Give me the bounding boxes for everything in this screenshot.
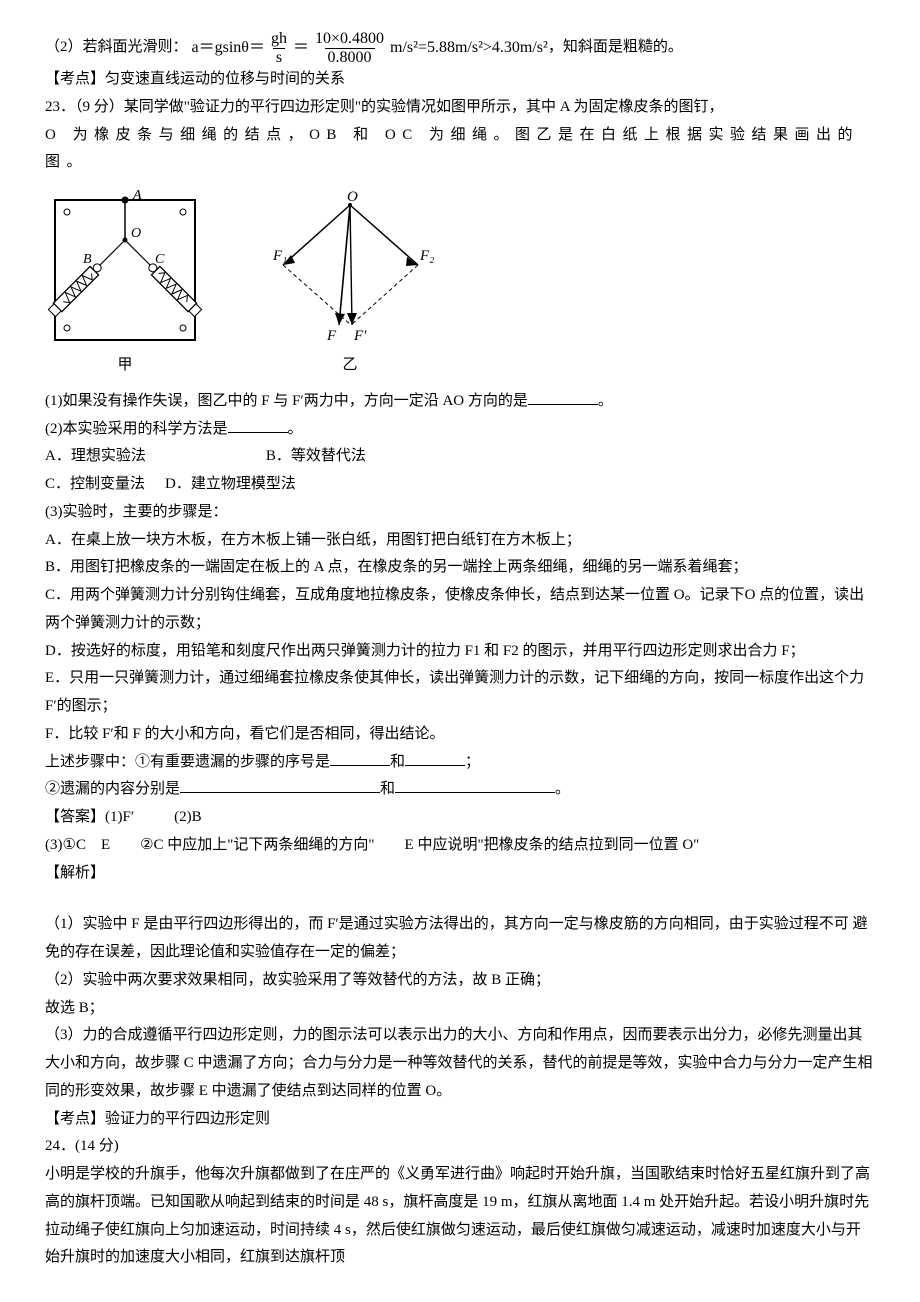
opt-A: A．理想实验法 <box>45 448 146 464</box>
step-msg-2: ②遗漏的内容分别是 和 。 <box>45 776 875 804</box>
answer-line-2: (3)①C E ②C 中应加上"记下两条细绳的方向" E 中应说明"把橡皮条的结… <box>45 832 875 860</box>
fig2-F2: F₂ <box>419 248 434 264</box>
formula-expr: a＝gsinθ＝ gh s ＝ 10×0.4800 0.8000 m/s²=5.… <box>192 30 548 66</box>
kaodian-1: 【考点】匀变速直线运动的位移与时间的关系 <box>45 66 875 94</box>
q23-3: (3)实验时，主要的步骤是： <box>45 499 875 527</box>
explain-label: 【解析】 <box>45 860 875 888</box>
q23-1-tail: 。 <box>598 393 613 409</box>
fig1-O: O <box>131 226 141 241</box>
figure-1-svg: A O B C <box>45 185 205 350</box>
q23-2-text: (2)本实验采用的科学方法是 <box>45 421 228 437</box>
ans-1: (1)F′ <box>105 809 134 825</box>
figures-row: A O B C 甲 O <box>45 185 875 380</box>
exp-4: （3）力的合成遵循平行四边形定则，力的图示法可以表示出力的大小、方向和作用点，因… <box>45 1022 875 1105</box>
step-A: A．在桌上放一块方木板，在方木板上铺一张白纸，用图钉把白纸钉在方木板上； <box>45 527 875 555</box>
q23-1-text: (1)如果没有操作失误，图乙中的 F 与 F′两力中，方向一定沿 AO 方向的是 <box>45 393 528 409</box>
opt-B: B．等效替代法 <box>266 448 366 464</box>
expr-tail: m/s²=5.88m/s²>4.30m/s² <box>390 33 548 63</box>
kaodian-2: 【考点】验证力的平行四边形定则 <box>45 1106 875 1134</box>
q24-body: 小明是学校的升旗手，他每次升旗都做到了在庄严的《义勇军进行曲》响起时开始升旗，当… <box>45 1161 875 1272</box>
step-F: F．比较 F′和 F 的大小和方向，看它们是否相同，得出结论。 <box>45 721 875 749</box>
step-msg-2a: ②遗漏的内容分别是 <box>45 781 180 797</box>
step-msg-1a: 上述步骤中：①有重要遗漏的步骤的序号是 <box>45 754 330 770</box>
exp-3: 故选 B； <box>45 995 875 1023</box>
figure-1: A O B C 甲 <box>45 185 205 380</box>
blank-6 <box>395 777 555 794</box>
opt-C: C．控制变量法 <box>45 476 145 492</box>
expr-eq: ＝ <box>293 33 309 63</box>
blank-5 <box>180 777 380 794</box>
frac1-num: gh <box>268 30 290 48</box>
ans-2: (2)B <box>174 809 202 825</box>
fig1-C: C <box>155 252 165 267</box>
blank-line <box>45 887 875 911</box>
step-B: B．用图钉把橡皮条的一端固定在板上的 A 点，在橡皮条的另一端拴上两条细绳，细绳… <box>45 554 875 582</box>
opt-D: D．建立物理模型法 <box>165 476 296 492</box>
blank-2 <box>228 416 288 433</box>
answer-label: 【答案】 <box>45 809 105 825</box>
step-msg-1: 上述步骤中：①有重要遗漏的步骤的序号是 和 ； <box>45 749 875 777</box>
fig2-label: 乙 <box>342 352 357 380</box>
q23-intro-2: O 为橡皮条与细绳的结点，OB 和 OC 为细绳。图乙是在白纸上根据实验结果画出… <box>45 122 875 178</box>
q23-2-tail: 。 <box>288 421 303 437</box>
figure-2-svg: O F₁ F₂ F F′ <box>255 185 445 350</box>
q24-label: 24．(14 分) <box>45 1133 875 1161</box>
opt-A-B: A．理想实验法 B．等效替代法 <box>45 443 875 471</box>
formula-suffix: ，知斜面是粗糙的。 <box>548 34 683 62</box>
fig1-B: B <box>83 252 92 267</box>
q23-1: (1)如果没有操作失误，图乙中的 F 与 F′两力中，方向一定沿 AO 方向的是… <box>45 388 875 416</box>
fig2-Fp: F′ <box>353 328 367 344</box>
frac2-den: 0.8000 <box>325 48 375 67</box>
blank-3 <box>330 749 390 766</box>
fig1-A: A <box>132 188 142 203</box>
step-C: C．用两个弹簧测力计分别钩住绳套，互成角度地拉橡皮条，使橡皮条伸长，结点到达某一… <box>45 582 875 638</box>
frac1-den: s <box>273 48 285 67</box>
formula-line: （2）若斜面光滑则： a＝gsinθ＝ gh s ＝ 10×0.4800 0.8… <box>45 30 875 66</box>
exp-1: （1）实验中 F 是由平行四边形得出的，而 F′是通过实验方法得出的，其方向一定… <box>45 911 875 967</box>
figure-2: O F₁ F₂ F F′ 乙 <box>255 185 445 380</box>
q23-intro: 23．（9 分）某同学做"验证力的平行四边形定则"的实验情况如图甲所示，其中 A… <box>45 94 875 122</box>
fig1-label: 甲 <box>117 352 132 380</box>
expr-left: a＝gsinθ＝ <box>192 33 265 63</box>
step-msg-1b: 和 <box>390 754 405 770</box>
formula-prefix: （2）若斜面光滑则： <box>45 34 188 62</box>
q23-2: (2)本实验采用的科学方法是 。 <box>45 416 875 444</box>
frac2-num: 10×0.4800 <box>312 30 387 48</box>
opt-C-D: C．控制变量法 D．建立物理模型法 <box>45 471 875 499</box>
blank-4 <box>405 749 465 766</box>
blank-1 <box>528 388 598 405</box>
step-E: E．只用一只弹簧测力计，通过细绳套拉橡皮条使其伸长，读出弹簧测力计的示数，记下细… <box>45 665 875 721</box>
step-msg-1c: ； <box>465 754 480 770</box>
answer-line-1: 【答案】(1)F′ (2)B <box>45 804 875 832</box>
fig2-F1: F₁ <box>272 248 287 264</box>
step-msg-2b: 和 <box>380 781 395 797</box>
frac1: gh s <box>268 30 290 66</box>
fig2-O: O <box>347 189 358 205</box>
step-D: D．按选好的标度，用铅笔和刻度尺作出两只弹簧测力计的拉力 F1 和 F2 的图示… <box>45 638 875 666</box>
step-msg-2c: 。 <box>555 781 570 797</box>
frac2: 10×0.4800 0.8000 <box>312 30 387 66</box>
fig2-F: F <box>326 328 337 344</box>
exp-2: （2）实验中两次要求效果相同，故实验采用了等效替代的方法，故 B 正确； <box>45 967 875 995</box>
